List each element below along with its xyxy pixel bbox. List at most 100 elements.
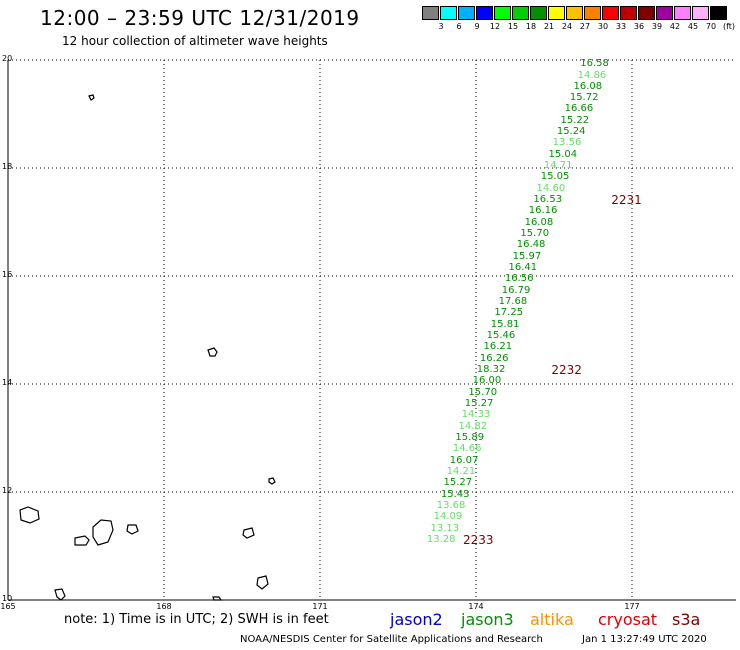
wave-height-value: 15.05 <box>540 171 570 183</box>
latitude-label: 12 <box>2 486 13 495</box>
color-swatch <box>638 6 655 20</box>
wave-height-value: 15.89 <box>455 432 485 444</box>
wave-height-value: 13.68 <box>436 500 466 512</box>
credit-text: NOAA/NESDIS Center for Satellite Applica… <box>240 634 543 645</box>
island-outline <box>54 588 66 601</box>
wave-height-value: 14.09 <box>433 511 463 523</box>
wave-height-value: 14.60 <box>536 182 566 194</box>
latitude-label: 16 <box>2 270 13 279</box>
wave-height-value: 15.27 <box>464 398 494 410</box>
color-swatch <box>656 6 673 20</box>
color-legend-label: 15 <box>507 22 519 31</box>
grid-lines <box>7 59 736 601</box>
longitude-label: 174 <box>468 602 484 611</box>
color-legend-label: (ft) <box>722 22 736 31</box>
latitude-label: 18 <box>2 162 13 171</box>
color-swatch <box>476 6 493 20</box>
color-legend-label: 30 <box>597 22 609 31</box>
map-title: 12:00 – 23:59 UTC 12/31/2019 <box>40 6 360 30</box>
color-legend-label: 6 <box>456 22 462 31</box>
wave-height-value: 14.21 <box>446 466 476 478</box>
wave-height-value: 15.72 <box>569 91 599 103</box>
color-swatch <box>620 6 637 20</box>
island-outline <box>92 519 114 546</box>
wave-height-value: 16.08 <box>573 81 603 93</box>
wave-height-value: 18.32 <box>476 364 506 376</box>
color-legend-label: 36 <box>633 22 645 31</box>
color-legend-label: 42 <box>669 22 681 31</box>
color-legend-label: 18 <box>525 22 537 31</box>
color-legend-label: 45 <box>687 22 699 31</box>
island-outline <box>74 535 90 546</box>
wave-height-value: 16.16 <box>528 205 558 217</box>
color-swatch <box>494 6 511 20</box>
wave-height-value: 13.13 <box>430 522 460 534</box>
land-islands <box>19 94 276 601</box>
color-legend-label: 39 <box>651 22 663 31</box>
wave-height-value: 15.22 <box>560 114 590 126</box>
time-label: 2232 <box>551 363 582 378</box>
wave-height-value: 15.81 <box>490 318 520 330</box>
wave-height-value: 16.53 <box>533 193 563 205</box>
island-outline <box>19 506 40 524</box>
island-outline <box>242 527 255 539</box>
color-swatch <box>512 6 529 20</box>
color-swatch <box>548 6 565 20</box>
color-swatch <box>584 6 601 20</box>
island-outline <box>212 596 223 601</box>
satellite-legend-cryosat: cryosat <box>598 610 658 629</box>
wave-height-value: 14.82 <box>458 420 488 432</box>
wave-height-value: 17.25 <box>494 307 524 319</box>
wave-height-value: 16.56 <box>504 273 534 285</box>
time-label: 2231 <box>611 192 642 207</box>
color-legend-label: 12 <box>489 22 501 31</box>
color-swatch <box>692 6 709 20</box>
color-legend-label: 70 <box>705 22 717 31</box>
color-legend-label: 3 <box>438 22 444 31</box>
time-label: 2233 <box>463 533 494 548</box>
longitude-label: 177 <box>624 602 640 611</box>
map-subtitle: 12 hour collection of altimeter wave hei… <box>62 34 328 48</box>
island-outline <box>256 575 269 590</box>
color-swatch <box>566 6 583 20</box>
satellite-legend-altika: altika <box>530 610 574 629</box>
wave-height-value: 16.26 <box>479 352 509 364</box>
wave-height-value: 16.08 <box>524 216 554 228</box>
wave-height-value: 14.33 <box>461 409 491 421</box>
wave-height-value: 16.41 <box>508 261 538 273</box>
wave-height-value: 17.68 <box>498 296 528 307</box>
island-outline <box>126 524 139 535</box>
footer-note: note: 1) Time is in UTC; 2) SWH is in fe… <box>64 612 329 627</box>
wave-height-value: 16.79 <box>501 284 531 296</box>
longitude-label: 171 <box>312 602 328 611</box>
latitude-label: 20 <box>2 54 13 63</box>
wave-height-value: 14.66 <box>452 443 482 455</box>
wave-height-value: 16.21 <box>483 341 513 353</box>
color-swatch <box>422 6 439 20</box>
wave-height-value: 16.07 <box>449 454 479 466</box>
satellite-legend-jason2: jason2 <box>390 610 443 629</box>
latitude-label: 14 <box>2 378 13 387</box>
color-swatch <box>710 6 727 20</box>
color-legend-label: 9 <box>474 22 480 31</box>
color-legend-label: 27 <box>579 22 591 31</box>
satellite-legend-s3a: s3a <box>672 610 701 629</box>
wave-height-value: 15.70 <box>468 386 498 398</box>
island-outline <box>207 347 218 357</box>
wave-height-value: 16.00 <box>472 375 502 387</box>
island-outline <box>268 477 276 485</box>
color-swatch <box>458 6 475 20</box>
color-legend-label: 24 <box>561 22 573 31</box>
satellite-legend-jason3: jason3 <box>461 610 514 629</box>
color-swatch <box>440 6 457 20</box>
wave-height-value: 13.28 <box>426 534 456 546</box>
island-outline <box>88 94 95 101</box>
wave-height-value: 14.71 <box>543 159 573 171</box>
color-legend-bar <box>422 6 728 20</box>
wave-height-value: 15.46 <box>486 330 516 342</box>
wave-height-value: 15.70 <box>520 227 550 239</box>
wave-height-value: 15.97 <box>512 250 542 262</box>
color-legend-label: 21 <box>543 22 555 31</box>
wave-height-value: 13.56 <box>552 137 582 149</box>
